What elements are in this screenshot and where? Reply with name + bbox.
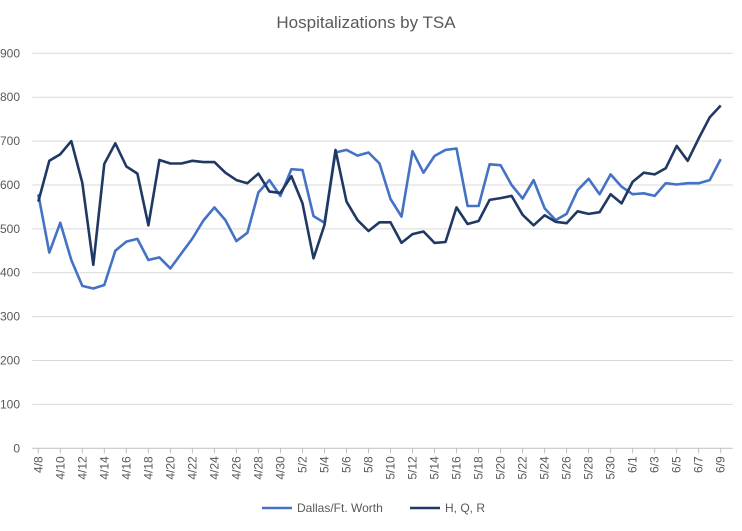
y-tick-label: 200 <box>0 354 20 368</box>
x-tick-label: 5/10 <box>384 456 398 480</box>
x-tick-label: 5/18 <box>472 456 486 480</box>
x-tick-label: 5/14 <box>428 456 442 480</box>
x-tick-label: 6/3 <box>648 456 662 473</box>
x-tick-label: 4/22 <box>185 456 199 480</box>
legend-label: H, Q, R <box>445 501 485 515</box>
legend-label: Dallas/Ft. Worth <box>297 501 383 515</box>
y-tick-label: 100 <box>0 397 20 411</box>
series-lines <box>37 104 722 290</box>
series-line-1 <box>37 147 722 290</box>
x-tick-label: 5/24 <box>538 456 552 480</box>
x-tick-label: 5/12 <box>406 456 420 480</box>
x-tick-label: 5/6 <box>339 456 353 473</box>
x-tick-label: 4/14 <box>97 456 111 480</box>
x-tick-label: 5/16 <box>450 456 464 480</box>
x-tick-label: 6/9 <box>714 456 728 473</box>
x-axis: 4/8 4/10 4/12 4/14 4/16 4/18 4/20 4/22 4/24 4/26 4… <box>31 448 728 480</box>
x-tick-label: 4/20 <box>163 456 177 480</box>
y-tick-label: 500 <box>0 222 20 236</box>
x-tick-label: 6/5 <box>670 456 684 473</box>
y-tick-label: 700 <box>0 134 20 148</box>
x-tick-label: 5/8 <box>361 456 375 473</box>
x-tick-label: 5/30 <box>604 456 618 480</box>
x-tick-label: 4/8 <box>31 456 45 473</box>
series-line-2 <box>37 104 722 267</box>
y-tick-label: 900 <box>0 46 20 60</box>
legend: Dallas/Ft. Worth H, Q, R <box>262 501 485 515</box>
x-tick-label: 4/26 <box>229 456 243 480</box>
x-tick-label: 6/7 <box>692 456 706 473</box>
x-tick-label: 5/22 <box>516 456 530 480</box>
x-tick-label: 5/2 <box>295 456 309 473</box>
y-tick-label: 0 <box>13 441 20 455</box>
x-tick-label: 5/20 <box>494 456 508 480</box>
x-tick-label: 6/1 <box>626 456 640 473</box>
x-tick-label: 4/16 <box>119 456 133 480</box>
y-tick-label: 300 <box>0 310 20 324</box>
x-tick-label: 4/24 <box>207 456 221 480</box>
y-tick-label: 400 <box>0 266 20 280</box>
x-tick-label: 4/10 <box>53 456 67 480</box>
y-tick-label: 600 <box>0 178 20 192</box>
x-tick-label: 4/28 <box>251 456 265 480</box>
y-axis-ticks: 0 100 200 300 400 500 600 700 800 900 <box>0 46 20 455</box>
y-tick-label: 800 <box>0 90 20 104</box>
chart-title: Hospitalizations by TSA <box>276 13 456 32</box>
x-tick-label: 4/30 <box>273 456 287 480</box>
gridlines <box>32 52 733 449</box>
x-tick-label: 4/12 <box>75 456 89 480</box>
x-tick-label: 5/4 <box>317 456 331 473</box>
x-tick-label: 4/18 <box>141 456 155 480</box>
x-tick-label: 5/26 <box>560 456 574 480</box>
x-tick-label: 5/28 <box>582 456 596 480</box>
